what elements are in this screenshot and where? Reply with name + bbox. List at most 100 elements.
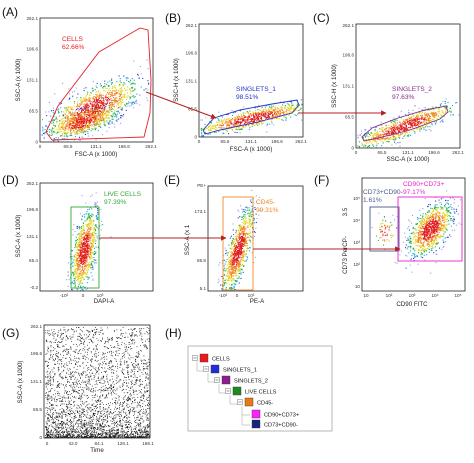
panel-f-event-dot bbox=[418, 232, 420, 234]
panel-c-event-dot bbox=[408, 131, 410, 133]
panel-a-event-dot bbox=[85, 125, 87, 127]
panel-a-event-dot bbox=[91, 105, 93, 107]
panel-b-event-dot bbox=[238, 118, 240, 120]
panel-e-event-dot bbox=[239, 248, 241, 250]
panel-a-event-dot bbox=[81, 121, 83, 123]
panel-d-event-dot bbox=[84, 242, 86, 244]
panel-d-event-dot bbox=[91, 275, 93, 277]
panel-a-event-dot bbox=[81, 126, 83, 128]
panel-a-event-dot bbox=[84, 108, 86, 110]
panel-a-event-dot bbox=[80, 96, 82, 98]
panel-a-event-dot bbox=[116, 89, 118, 91]
panel-e-event-dot bbox=[239, 224, 241, 226]
panel-c-event-dot bbox=[383, 131, 385, 133]
panel-a-event-dot bbox=[121, 96, 123, 98]
panel-a-event-dot bbox=[62, 138, 64, 140]
panel-a-event-dot bbox=[76, 97, 78, 99]
panel-e-event-dot bbox=[234, 254, 236, 256]
panel-a-event-dot bbox=[79, 128, 81, 130]
panel-f-event-dot bbox=[423, 233, 425, 235]
panel-b-event-dot bbox=[284, 106, 286, 108]
panel-b-event-dot bbox=[281, 107, 283, 109]
panel-d-event-dot bbox=[84, 254, 86, 256]
panel-b-event-dot bbox=[253, 123, 255, 125]
panel-b-event-dot bbox=[253, 113, 255, 115]
panel-c-event-dot bbox=[419, 123, 421, 125]
panel-a-event-dot bbox=[104, 90, 106, 92]
panel-c-event-dot bbox=[415, 123, 417, 125]
panel-d-event-dot bbox=[83, 216, 85, 218]
panel-a-event-dot bbox=[105, 116, 107, 118]
panel-e-event-dot bbox=[233, 288, 235, 290]
panel-a-event-dot bbox=[72, 111, 74, 113]
panel-c-event-dot bbox=[402, 129, 404, 131]
panel-c-event-dot bbox=[403, 122, 405, 124]
panel-c-event-dot bbox=[366, 141, 368, 143]
panel-c-event-dot bbox=[429, 126, 431, 128]
panel-d-event-dot bbox=[88, 247, 90, 249]
panel-a-event-dot bbox=[99, 112, 101, 114]
panel-e-event-dot bbox=[247, 240, 249, 242]
panel-a-event-dot bbox=[79, 104, 81, 106]
panel-e-event-dot bbox=[235, 280, 237, 282]
panel-b-event-dot bbox=[214, 131, 216, 133]
panel-d-event-dot bbox=[91, 235, 93, 237]
panel-b-event-dot bbox=[266, 131, 268, 133]
panel-a-event-dot bbox=[88, 127, 90, 129]
panel-b-event-dot bbox=[264, 116, 266, 118]
panel-e-event-dot bbox=[254, 208, 256, 210]
panel-b-event-dot bbox=[231, 127, 233, 129]
panel-d-event-dot bbox=[87, 236, 89, 238]
panel-c-xtick-2: 131.1 bbox=[402, 150, 414, 155]
panel-c-event-dot bbox=[412, 122, 414, 124]
panel-c-event-dot bbox=[425, 129, 427, 131]
panel-b-event-dot bbox=[242, 126, 244, 128]
panel-e-event-dot bbox=[235, 232, 237, 234]
panel-a-event-dot bbox=[130, 105, 132, 107]
panel-b-event-dot bbox=[221, 127, 223, 129]
panel-d-event-dot bbox=[91, 245, 93, 247]
panel-e-event-dot bbox=[229, 263, 231, 265]
panel-a-event-dot bbox=[95, 127, 97, 129]
panel-c-event-dot bbox=[430, 113, 432, 115]
panel-e-event-dot bbox=[233, 249, 235, 251]
panel-e-event-dot bbox=[238, 263, 240, 265]
panel-c-event-dot bbox=[420, 122, 422, 124]
panel-c-event-dot bbox=[361, 130, 363, 132]
panel-c-event-dot bbox=[410, 123, 412, 125]
panel-e-event-dot bbox=[237, 252, 239, 254]
panel-e-event-dot bbox=[242, 228, 244, 230]
panel-b-event-dot bbox=[298, 110, 300, 112]
panel-a-event-dot bbox=[84, 113, 86, 115]
panel-d-event-dot bbox=[83, 249, 85, 251]
panel-b-event-dot bbox=[234, 131, 236, 133]
panel-d-event-dot bbox=[78, 241, 80, 243]
panel-d-event-dot bbox=[83, 228, 85, 230]
panel-e-event-dot bbox=[234, 270, 236, 272]
panel-d-event-dot bbox=[76, 279, 78, 281]
panel-e-event-dot bbox=[236, 277, 238, 279]
panel-a-event-dot bbox=[79, 119, 81, 121]
panel-c-event-dot bbox=[416, 115, 418, 117]
panel-b-event-dot bbox=[220, 125, 222, 127]
panel-a-event-dot bbox=[95, 123, 97, 125]
panel-c-event-dot bbox=[442, 100, 444, 102]
panel-d-event-dot bbox=[97, 208, 99, 210]
panel-a-event-dot bbox=[77, 127, 79, 129]
panel-a-event-dot bbox=[71, 126, 73, 128]
panel-f: (F) CD73+CD90- 1.61% CD90+CD73+ 97.17% 1… bbox=[314, 173, 466, 308]
panel-b-event-dot bbox=[253, 116, 255, 118]
panel-a-event-dot bbox=[74, 111, 76, 113]
panel-d-event-dot bbox=[77, 269, 79, 271]
panel-a-event-dot bbox=[81, 128, 83, 130]
panel-a-event-dot bbox=[70, 132, 72, 134]
panel-a-event-dot bbox=[83, 108, 85, 110]
panel-b-event-dot bbox=[200, 130, 202, 132]
panel-c-event-dot bbox=[407, 120, 409, 122]
panel-d-event-dot bbox=[78, 266, 80, 268]
panel-a-event-dot bbox=[79, 108, 81, 110]
panel-b-event-dot bbox=[264, 115, 266, 117]
panel-a-event-dot bbox=[85, 121, 87, 123]
panel-c-event-dot bbox=[397, 133, 399, 135]
panel-a-event-dot bbox=[74, 116, 76, 118]
